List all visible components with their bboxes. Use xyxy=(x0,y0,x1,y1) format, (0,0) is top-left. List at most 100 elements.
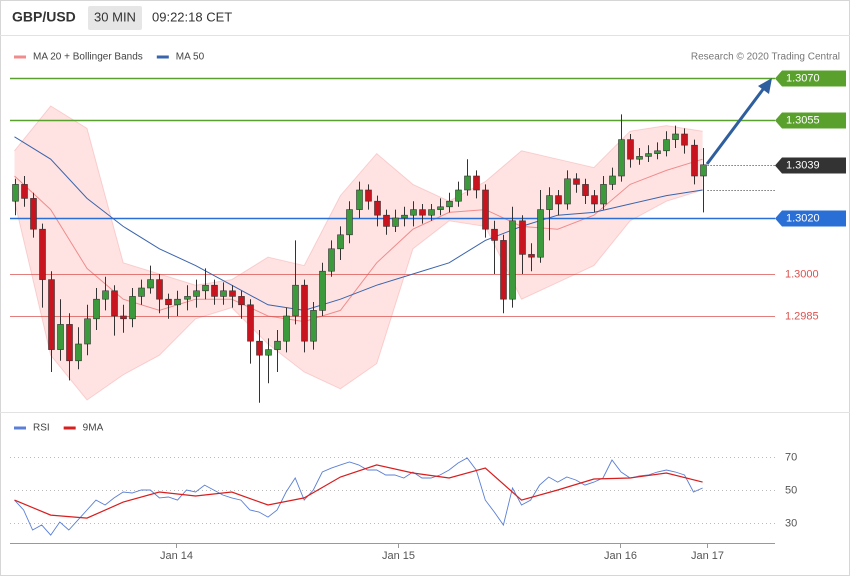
candle-body xyxy=(645,153,652,157)
candle-body xyxy=(627,139,634,160)
candle-body xyxy=(691,144,698,177)
candle-body xyxy=(464,175,471,191)
candle-body xyxy=(39,228,46,280)
candle-body xyxy=(220,290,227,297)
candle-body xyxy=(102,290,109,300)
candle-body xyxy=(573,178,580,185)
candle-body xyxy=(165,298,172,306)
y-tick-label: 70 xyxy=(785,451,797,463)
candle-body xyxy=(12,184,19,202)
candle-body xyxy=(383,214,390,227)
candle-body xyxy=(537,209,544,258)
target-arrowhead xyxy=(758,78,772,94)
candle-body xyxy=(609,175,616,185)
candle-body xyxy=(356,189,363,210)
candle-body xyxy=(138,287,145,297)
candle-body xyxy=(211,284,218,297)
y-tick-label: 50 xyxy=(785,484,797,496)
candle-body xyxy=(111,290,118,317)
candle-body xyxy=(555,195,562,205)
candle-body xyxy=(618,139,625,177)
candle-body xyxy=(428,209,435,216)
candle-body xyxy=(274,340,281,350)
candle-body xyxy=(663,139,670,152)
candle-body xyxy=(310,310,317,342)
copyright: Research © 2020 Trading Central xyxy=(691,52,840,63)
candle-body xyxy=(636,156,643,160)
rsi-line xyxy=(14,464,703,519)
candle-body xyxy=(582,184,589,196)
candle-body xyxy=(301,284,308,342)
candle-body xyxy=(283,315,290,342)
legend-label: 9MA xyxy=(83,423,104,434)
candle-body xyxy=(93,298,100,320)
x-tick-label: Jan 14 xyxy=(160,550,193,562)
candle-body xyxy=(672,133,679,140)
bollinger-lower xyxy=(14,189,703,401)
candle-body xyxy=(500,240,507,300)
x-tick-label: Jan 17 xyxy=(691,550,724,562)
candle-body xyxy=(473,175,480,191)
candle-body xyxy=(491,228,498,241)
candle-body xyxy=(437,206,444,210)
candle-body xyxy=(482,189,489,230)
candle-body xyxy=(256,340,263,356)
candle-body xyxy=(129,296,136,320)
x-tick-label: Jan 15 xyxy=(382,550,415,562)
candle-body xyxy=(681,133,688,146)
y-tick-label: 30 xyxy=(785,517,797,529)
candle-body xyxy=(455,189,462,202)
candle-body xyxy=(700,164,707,177)
level-label: 1.3039 xyxy=(786,159,820,171)
level-label-box xyxy=(775,112,846,129)
legend-label: MA 20 + Bollinger Bands xyxy=(33,52,143,63)
candle-body xyxy=(419,209,426,216)
bollinger-fill xyxy=(14,106,703,400)
candle-body xyxy=(564,178,571,205)
candle-body xyxy=(247,304,254,342)
candle-body xyxy=(600,184,607,205)
candle-body xyxy=(57,324,64,350)
candle-body xyxy=(319,270,326,311)
level-label-box xyxy=(775,70,846,87)
candle-body xyxy=(365,189,372,202)
level-label-box xyxy=(775,157,846,174)
candle-body xyxy=(229,290,236,297)
interval-box xyxy=(88,6,142,30)
x-tick-label: Jan 16 xyxy=(604,550,637,562)
level-label: 1.3070 xyxy=(786,72,820,84)
symbol: GBP/USD xyxy=(12,9,76,25)
legend-label: MA 50 xyxy=(176,52,205,63)
candle-body xyxy=(292,284,299,317)
candle-body xyxy=(120,315,127,320)
legend-label: RSI xyxy=(33,423,50,434)
candle-body xyxy=(30,198,37,230)
candle-body xyxy=(392,217,399,227)
ma50-line xyxy=(14,136,703,311)
candle-body xyxy=(519,220,526,255)
candle-body xyxy=(193,290,200,297)
level-label: 1.3020 xyxy=(786,212,820,224)
interval: 30 MIN xyxy=(94,9,136,24)
candle-body xyxy=(174,298,181,306)
candle-body xyxy=(156,279,163,300)
candle-body xyxy=(265,349,272,356)
candle-body xyxy=(591,195,598,205)
level-label-box xyxy=(775,210,846,227)
clock: 09:22:18 CET xyxy=(152,9,232,24)
candle-body xyxy=(328,248,335,272)
rsi-panel: 30 50 70 Jan 14 Jan 15 Jan 16 Jan 17 xyxy=(10,451,797,562)
candle-body xyxy=(48,279,55,350)
candle-body xyxy=(337,234,344,250)
candle-body xyxy=(184,296,191,300)
candle-body xyxy=(374,200,381,216)
candle-body xyxy=(75,343,82,362)
rsi-line xyxy=(14,457,703,536)
candle-body xyxy=(528,254,535,258)
target-arrow xyxy=(705,87,766,165)
candle-body xyxy=(84,318,91,345)
price-panel: 1.3070 1.3055 1.3039 1.3020 1.3000 1.2985 xyxy=(10,70,846,403)
candle-body xyxy=(446,200,453,208)
level-label: 1.3000 xyxy=(785,268,819,280)
